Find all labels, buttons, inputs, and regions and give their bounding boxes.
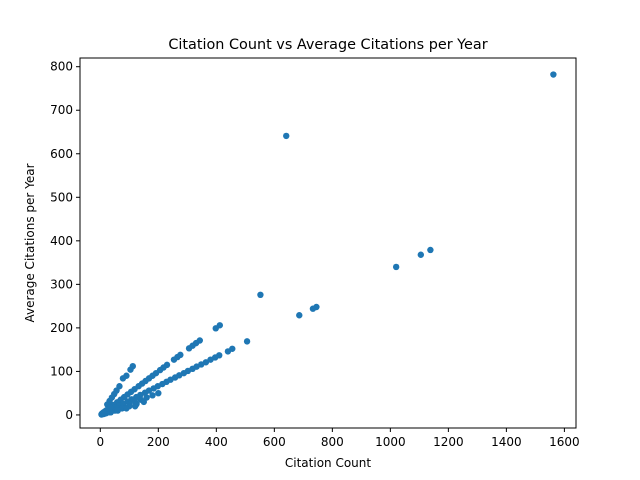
scatter-point xyxy=(114,407,121,414)
scatter-point xyxy=(155,389,162,397)
x-tick-label: 400 xyxy=(205,435,228,449)
scatter-point xyxy=(149,392,156,399)
scatter-point xyxy=(140,398,148,406)
plot-frame xyxy=(79,57,577,429)
scatter-point xyxy=(283,132,290,140)
x-tick-label: 800 xyxy=(321,435,344,449)
x-tick-label: 1000 xyxy=(375,435,406,449)
scatter-point xyxy=(207,356,214,363)
scatter-point xyxy=(224,348,232,355)
y-axis-label: Average Citations per Year xyxy=(23,163,37,322)
scatter-point xyxy=(185,345,193,352)
scatter-point xyxy=(417,251,425,258)
scatter-point xyxy=(127,366,134,373)
scatter-point xyxy=(427,246,434,254)
scatter-point xyxy=(123,405,130,412)
scatter-point xyxy=(243,338,251,345)
y-tick-label: 200 xyxy=(50,321,73,335)
y-tick-label: 700 xyxy=(50,103,73,117)
scatter-point xyxy=(212,325,219,332)
ticks-layer: 0 200 400 600 800 1000 1200 1400 1600 0 100 200 300 4… xyxy=(50,60,580,449)
scatter-point xyxy=(550,71,557,78)
x-tick-label: 1600 xyxy=(549,435,580,449)
y-tick-label: 600 xyxy=(50,147,73,161)
x-tick-label: 600 xyxy=(263,435,286,449)
y-tick-label: 100 xyxy=(50,364,73,378)
scatter-point xyxy=(119,375,127,382)
y-tick-label: 800 xyxy=(50,60,73,74)
chart-title: Citation Count vs Average Citations per … xyxy=(168,37,487,53)
scatter-point xyxy=(296,312,303,319)
y-tick-label: 500 xyxy=(50,190,73,204)
scatter-point xyxy=(106,404,114,411)
scatter-point xyxy=(257,291,264,298)
plot-layer xyxy=(98,71,557,418)
y-tick-label: 300 xyxy=(50,277,73,291)
x-tick-label: 0 xyxy=(96,435,104,449)
x-axis-label: Citation Count xyxy=(285,456,372,470)
x-tick-label: 1200 xyxy=(433,435,464,449)
x-tick-label: 200 xyxy=(147,435,170,449)
scatter-point xyxy=(170,356,178,363)
x-tick-label: 1400 xyxy=(491,435,522,449)
scatter-point xyxy=(309,305,317,312)
y-tick-label: 0 xyxy=(65,408,73,422)
y-tick-label: 400 xyxy=(50,234,73,248)
scatter-point xyxy=(131,403,139,410)
scatter-point xyxy=(392,263,400,271)
